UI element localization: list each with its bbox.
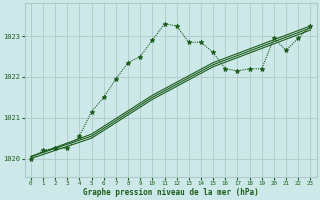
X-axis label: Graphe pression niveau de la mer (hPa): Graphe pression niveau de la mer (hPa) (83, 188, 259, 197)
